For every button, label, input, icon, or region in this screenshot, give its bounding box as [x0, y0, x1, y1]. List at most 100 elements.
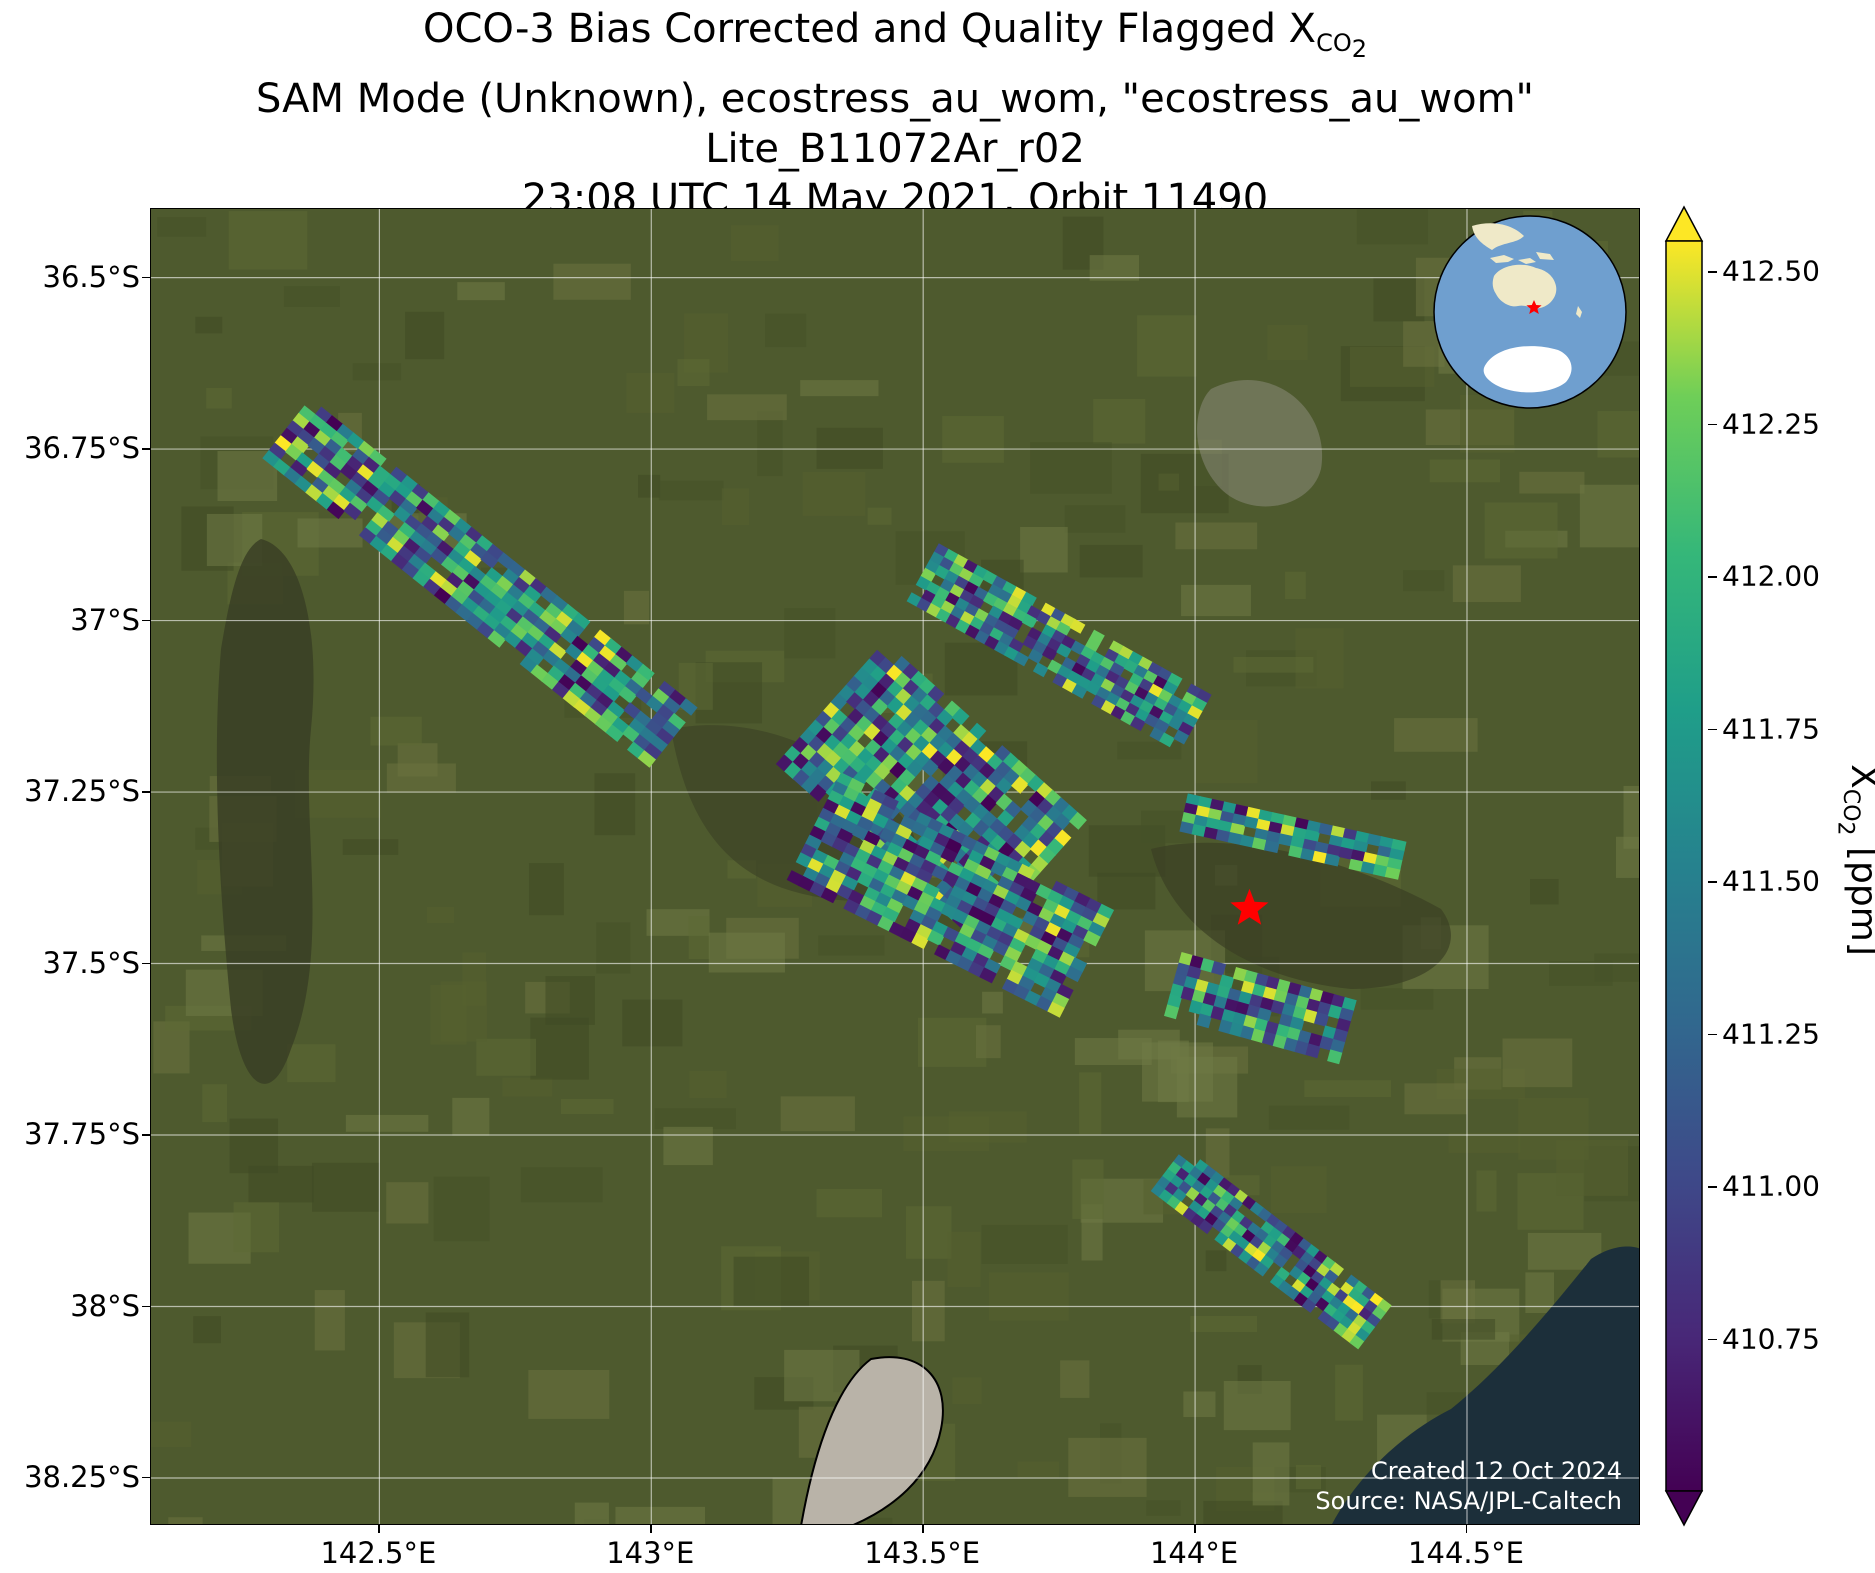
sounding-pixel — [897, 847, 915, 864]
sounding-pixel — [1173, 729, 1189, 745]
colorbar-tick-mark — [1708, 271, 1717, 273]
sounding-pixel — [618, 686, 637, 704]
land-texture-patch — [654, 1108, 737, 1130]
sounding-pixel — [924, 850, 942, 867]
land-texture-patch — [1223, 1381, 1291, 1431]
land-texture-patch — [626, 372, 675, 413]
globe-antarctica-ice — [1483, 346, 1572, 393]
land-texture-patch — [528, 1369, 610, 1419]
land-texture-patch — [283, 286, 341, 308]
sounding-pixel — [1074, 892, 1092, 909]
sounding-pixel — [870, 789, 888, 806]
sounding-pixel — [920, 567, 936, 583]
sounding-pixel — [1013, 651, 1030, 667]
sounding-pixel — [1193, 814, 1210, 828]
sounding-pixel — [1001, 922, 1020, 939]
sounding-pixel — [895, 880, 913, 897]
sounding-pixel — [968, 573, 984, 588]
sounding-pixel — [1210, 1005, 1226, 1021]
highland-east — [1197, 380, 1323, 507]
sounding-pixel — [792, 769, 811, 787]
bay-water — [1332, 1246, 1639, 1524]
sounding-pixel — [963, 796, 982, 814]
land-texture-patch — [1030, 442, 1112, 494]
sounding-pixel — [1027, 774, 1045, 793]
sounding-pixel — [1354, 830, 1371, 844]
sounding-pixel — [1006, 969, 1024, 986]
sounding-pixel — [954, 932, 972, 949]
globe-indonesia-land — [1490, 252, 1554, 264]
sounding-pixel — [1305, 1043, 1321, 1059]
sounding-pixel — [1237, 991, 1253, 1006]
land-texture-patch — [202, 1084, 227, 1123]
sounding-pixel — [1008, 937, 1026, 954]
sounding-pixel — [1065, 910, 1083, 927]
sounding-pixel — [1283, 1037, 1299, 1053]
sounding-pixel — [1251, 1028, 1267, 1044]
sounding-pixel — [1218, 1019, 1234, 1035]
sounding-pixel — [543, 626, 562, 644]
sounding-pixel — [970, 929, 988, 946]
sounding-pixel — [1089, 629, 1105, 645]
sounding-pixel — [829, 869, 848, 886]
land-texture-patch — [1356, 209, 1429, 245]
sounding-pixel — [842, 786, 861, 803]
sounding-pixel — [1191, 824, 1207, 838]
sounding-pixel — [1243, 1014, 1259, 1030]
sounding-pixel — [1021, 591, 1037, 607]
sounding-pixel — [843, 898, 861, 915]
sounding-pixel — [1360, 861, 1377, 875]
sounding-pixel — [1166, 672, 1183, 688]
sounding-pixel — [1278, 833, 1294, 847]
sounding-pixel — [1227, 832, 1244, 846]
sounding-pixel — [981, 878, 999, 895]
sounding-pixel — [1191, 989, 1207, 1005]
land-texture-patch — [708, 932, 785, 973]
sounding-pixel — [990, 917, 1008, 934]
colorbar-tick-mark — [1708, 1186, 1717, 1188]
sounding-pixel — [1182, 713, 1199, 729]
sounding-pixel — [1191, 697, 1208, 712]
sounding-pixel — [1035, 995, 1054, 1012]
sounding-pixel — [1026, 957, 1045, 974]
lat-tick-mark — [142, 1305, 150, 1307]
sounding-pixel — [876, 804, 895, 821]
land-texture-patch — [1146, 1500, 1181, 1516]
lat-tick-label: 38°S — [70, 1288, 140, 1323]
sounding-pixel — [1278, 1013, 1294, 1029]
sounding-pixel — [1251, 983, 1267, 999]
land-texture-patch — [1233, 656, 1314, 673]
land-texture-patch — [981, 1224, 1068, 1265]
sounding-pixel — [368, 449, 387, 467]
sounding-pixel — [1340, 837, 1357, 851]
sounding-pixel — [1362, 852, 1379, 866]
land-texture-patch — [948, 1111, 1027, 1143]
sounding-pixel — [1262, 986, 1278, 1002]
land-texture-patch — [233, 1202, 280, 1253]
sounding-pixel — [1352, 840, 1369, 854]
sounding-pixel — [926, 817, 945, 834]
land-texture-patch — [1203, 1500, 1283, 1524]
sounding-pixel — [801, 776, 819, 795]
land-texture-patch — [637, 474, 661, 498]
sounding-pixel — [838, 851, 856, 868]
sounding-pixel — [1006, 913, 1024, 930]
land-texture-patch — [730, 225, 779, 262]
land-texture-patch — [1360, 988, 1434, 1010]
sounding-pixel — [1087, 921, 1106, 938]
sounding-pixel — [1264, 840, 1280, 854]
sounding-pixel — [1270, 1000, 1286, 1015]
land-texture-patch — [1530, 878, 1559, 905]
sounding-pixel — [1194, 979, 1210, 994]
sounding-pixel — [965, 938, 983, 955]
sounding-pixel — [1069, 618, 1086, 634]
sounding-pixel — [1314, 1012, 1330, 1027]
sounding-pixel — [1335, 1018, 1351, 1033]
sounding-pixel — [1035, 884, 1053, 901]
sounding-pixel — [995, 793, 1014, 812]
sounding-pixel — [1301, 1298, 1317, 1313]
sounding-pixel — [1058, 951, 1076, 968]
sounding-pixel — [976, 943, 995, 960]
sounding-pixel — [877, 915, 895, 932]
sounding-pixel — [798, 875, 816, 892]
